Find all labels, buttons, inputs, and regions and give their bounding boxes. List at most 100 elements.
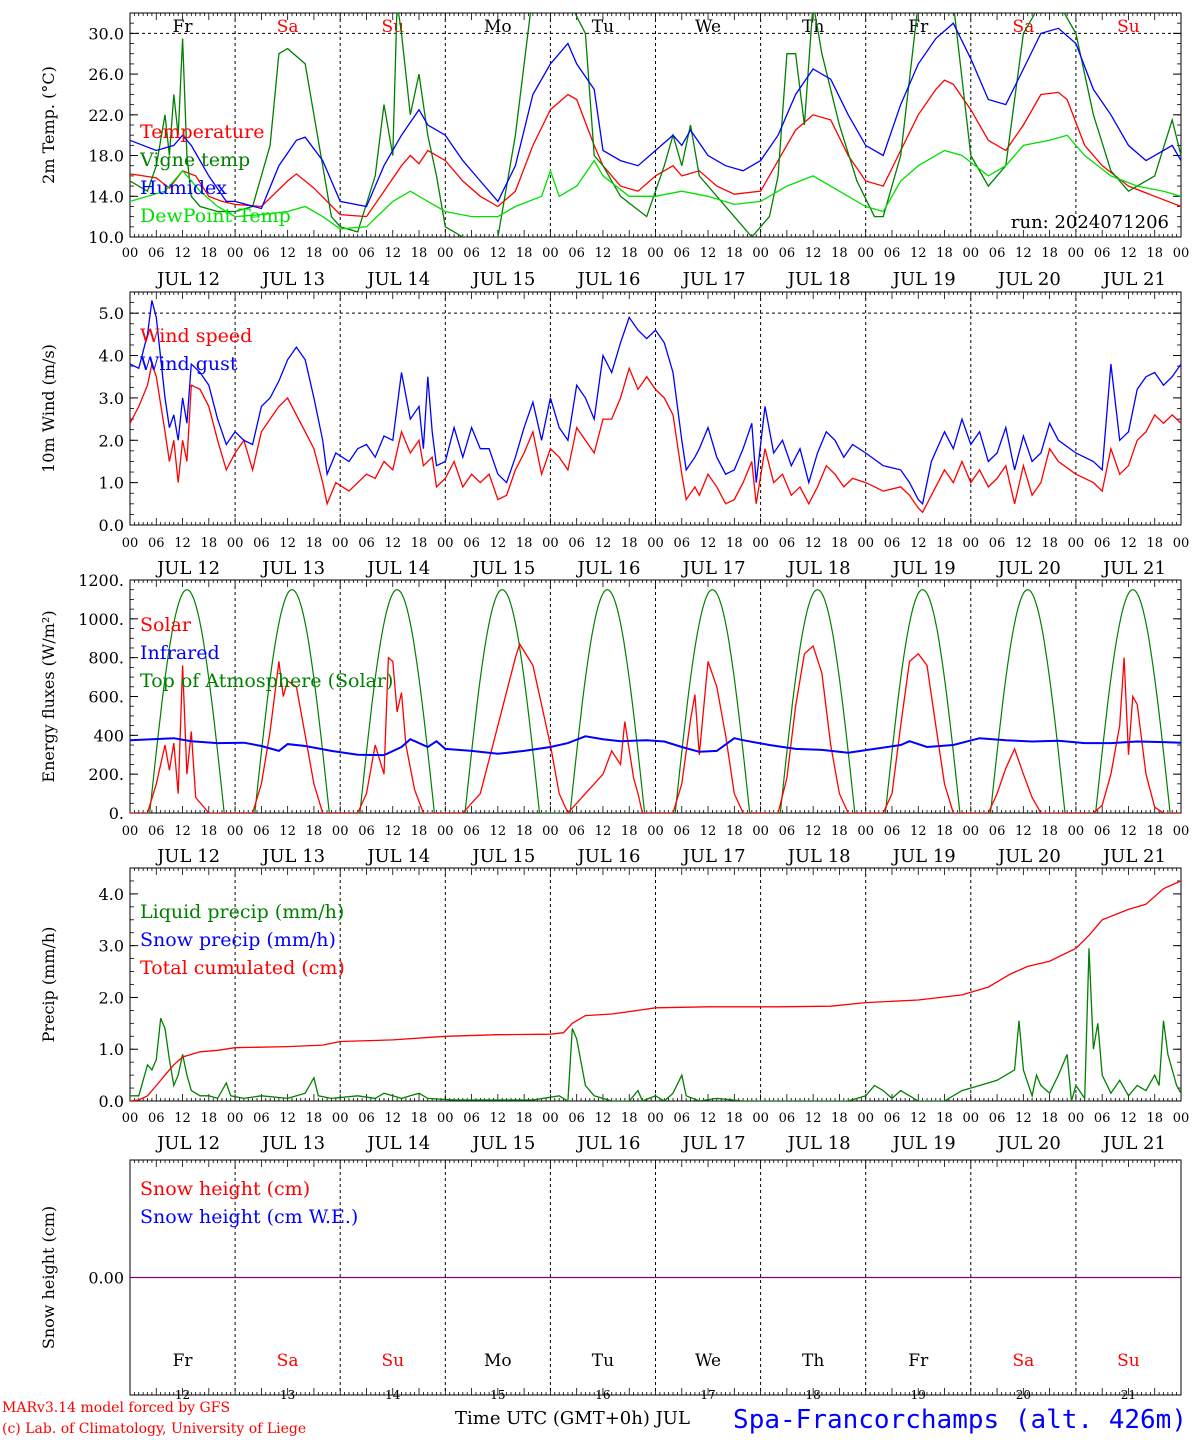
hour-tick-label: 12 <box>805 824 822 839</box>
hour-tick-label: 12 <box>174 246 191 261</box>
hour-tick-label: 18 <box>621 246 638 261</box>
hour-tick-label: 18 <box>306 824 323 839</box>
hour-tick-label: 00 <box>332 824 349 839</box>
y-tick-label: 26.0 <box>88 65 124 84</box>
hour-tick-label: 06 <box>568 536 585 551</box>
hour-tick-label: 06 <box>779 824 796 839</box>
y-tick-label: 1.0 <box>99 474 124 493</box>
day-name-label: Sa <box>1012 17 1034 37</box>
hour-tick-label: 00 <box>752 246 769 261</box>
hour-tick-label: 12 <box>174 1111 191 1126</box>
legend-entry: Wind speed <box>140 325 252 347</box>
hour-tick-label: 06 <box>148 824 165 839</box>
y-tick-label: 0.00 <box>88 1269 124 1288</box>
hour-tick-label: 18 <box>831 536 848 551</box>
date-label: JUL 21 <box>1101 558 1166 579</box>
day-name-label: Th <box>802 17 824 37</box>
y-tick-label: 4.0 <box>99 885 124 904</box>
hour-tick-label: 00 <box>1173 536 1190 551</box>
date-label: JUL 19 <box>891 558 956 579</box>
date-label: JUL 21 <box>1101 269 1166 290</box>
day-number-label: 14 <box>385 1388 401 1402</box>
hour-tick-label: 00 <box>332 246 349 261</box>
day-name-label: Sa <box>277 17 299 37</box>
hour-tick-label: 00 <box>227 246 244 261</box>
date-label: JUL 16 <box>575 269 640 290</box>
hour-tick-label: 00 <box>437 246 454 261</box>
series-line-wind-speed <box>130 361 1181 514</box>
run-label: run: 2024071206 <box>1011 212 1169 233</box>
hour-tick-label: 00 <box>647 246 664 261</box>
hour-tick-label: 06 <box>1094 1111 1111 1126</box>
day-number-label: 20 <box>1016 1388 1031 1402</box>
hour-tick-label: 06 <box>884 246 901 261</box>
date-label: JUL 12 <box>155 269 220 290</box>
date-label: JUL 19 <box>891 846 956 867</box>
hour-tick-label: 18 <box>306 536 323 551</box>
hour-tick-label: 12 <box>700 536 717 551</box>
hour-tick-label: 18 <box>516 824 533 839</box>
hour-tick-label: 06 <box>779 536 796 551</box>
hour-tick-label: 18 <box>411 1111 428 1126</box>
date-label: JUL 13 <box>260 558 325 579</box>
series-line-temperature <box>130 79 1181 218</box>
date-label: JUL 15 <box>470 558 535 579</box>
hour-tick-label: 12 <box>910 824 927 839</box>
hour-tick-label: 18 <box>201 536 218 551</box>
hour-tick-label: 18 <box>306 1111 323 1126</box>
hour-tick-label: 06 <box>463 1111 480 1126</box>
date-label: JUL 17 <box>681 558 746 579</box>
hour-tick-label: 00 <box>227 536 244 551</box>
day-number-label: 12 <box>175 1388 190 1402</box>
plot-area <box>130 880 1181 1101</box>
y-axis-label: Snow height (cm) <box>39 1206 58 1349</box>
date-label: JUL 15 <box>470 269 535 290</box>
date-label: JUL 18 <box>786 269 851 290</box>
day-name-label: Fr <box>908 1351 929 1371</box>
y-axis-label: 2m Temp. (°C) <box>39 66 58 184</box>
hour-tick-label: 00 <box>437 1111 454 1126</box>
day-number-label: 19 <box>911 1388 926 1402</box>
legend-entry: Humidex <box>140 177 227 199</box>
date-label: JUL 21 <box>1101 846 1166 867</box>
date-label: JUL 19 <box>891 1133 956 1154</box>
day-name-label: Fr <box>173 1351 194 1371</box>
hour-tick-label: 00 <box>963 246 980 261</box>
hour-tick-label: 18 <box>621 536 638 551</box>
day-name-label: We <box>695 1351 721 1371</box>
hour-tick-label: 18 <box>411 246 428 261</box>
date-label: JUL 12 <box>155 846 220 867</box>
hour-tick-label: 00 <box>542 1111 559 1126</box>
hour-tick-label: 12 <box>1120 824 1137 839</box>
hour-tick-label: 06 <box>253 536 270 551</box>
y-tick-label: 2.0 <box>99 431 124 450</box>
hour-tick-label: 06 <box>884 536 901 551</box>
day-name-label: Sa <box>277 1351 299 1371</box>
hour-tick-label: 00 <box>332 1111 349 1126</box>
hour-tick-label: 18 <box>516 1111 533 1126</box>
hour-tick-label: 18 <box>726 246 743 261</box>
date-label: JUL 17 <box>681 1133 746 1154</box>
y-tick-label: 1.0 <box>99 1040 124 1059</box>
series-line-wind-gust <box>130 300 1181 506</box>
hour-tick-label: 06 <box>674 246 691 261</box>
hour-tick-label: 06 <box>884 1111 901 1126</box>
station-title: Spa-Francorchamps (alt. 426m) <box>733 1405 1187 1435</box>
day-name-label: Th <box>802 1351 824 1371</box>
legend-entry: Top of Atmosphere (Solar) <box>140 670 393 692</box>
hour-tick-label: 06 <box>463 536 480 551</box>
y-tick-label: 10.0 <box>88 228 124 247</box>
hour-tick-label: 00 <box>122 1111 139 1126</box>
hour-tick-label: 06 <box>253 246 270 261</box>
hour-tick-label: 18 <box>201 1111 218 1126</box>
hour-tick-label: 18 <box>1041 1111 1058 1126</box>
date-label: JUL 20 <box>996 1133 1061 1154</box>
hour-tick-label: 06 <box>358 1111 375 1126</box>
legend-entry: Snow height (cm W.E.) <box>140 1206 358 1228</box>
hour-tick-label: 12 <box>805 536 822 551</box>
hour-tick-label: 00 <box>752 1111 769 1126</box>
hour-tick-label: 18 <box>306 246 323 261</box>
hour-tick-label: 12 <box>490 536 507 551</box>
hour-tick-label: 12 <box>595 536 612 551</box>
hour-tick-label: 12 <box>700 246 717 261</box>
